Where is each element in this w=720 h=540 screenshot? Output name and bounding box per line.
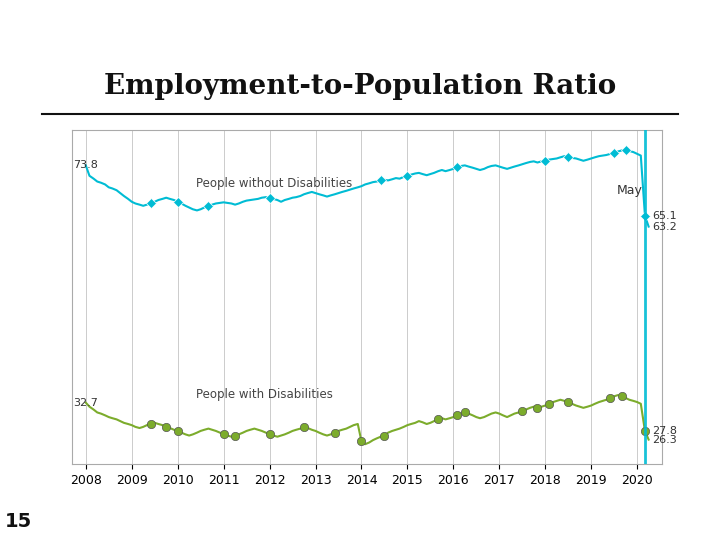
Text: 65.1: 65.1 bbox=[652, 211, 677, 221]
Text: 63.2: 63.2 bbox=[652, 221, 677, 232]
Text: May: May bbox=[616, 184, 642, 197]
Text: 15: 15 bbox=[4, 511, 32, 531]
Text: Employment-to-Population Ratio: Employment-to-Population Ratio bbox=[104, 73, 616, 100]
Text: 73.8: 73.8 bbox=[73, 160, 98, 171]
Text: 32.7: 32.7 bbox=[73, 397, 98, 408]
Text: #nTIDELearn: #nTIDELearn bbox=[14, 23, 145, 42]
Text: 26.3: 26.3 bbox=[652, 435, 677, 444]
Text: 27.8: 27.8 bbox=[652, 426, 677, 436]
Text: People without Disabilities: People without Disabilities bbox=[196, 177, 352, 190]
Text: People with Disabilities: People with Disabilities bbox=[196, 388, 333, 401]
